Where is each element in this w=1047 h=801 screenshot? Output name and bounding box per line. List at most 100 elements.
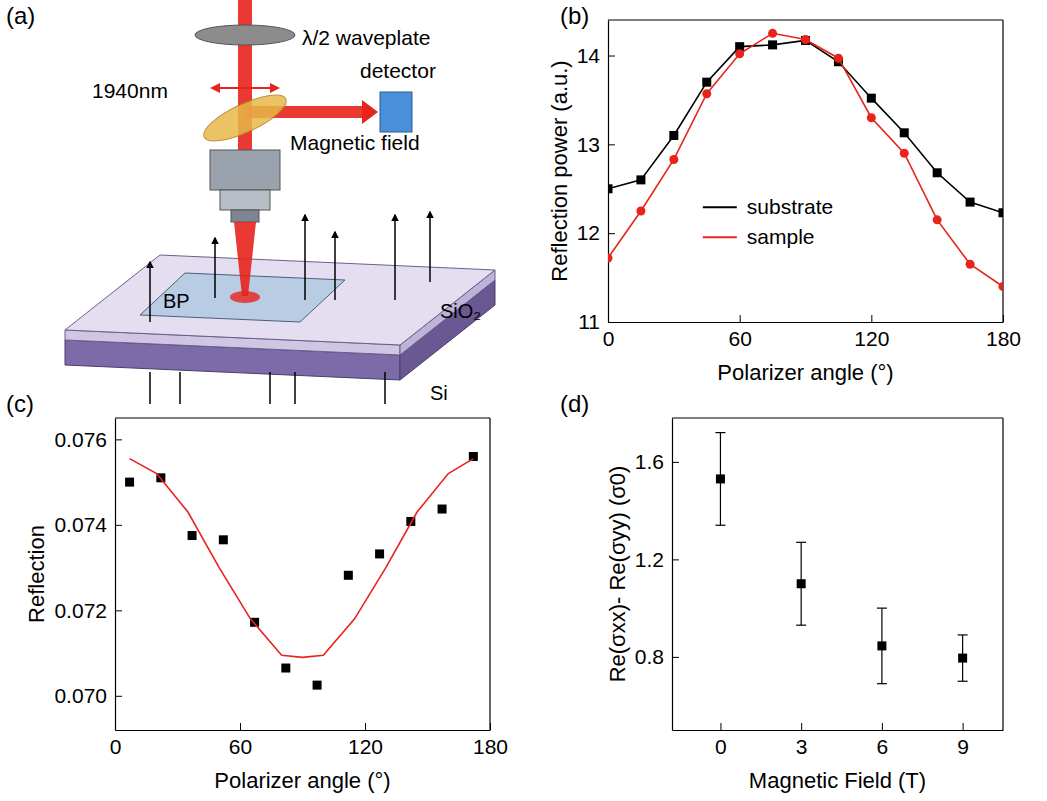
- error-bar: [958, 635, 968, 681]
- tick: 12: [577, 221, 615, 244]
- axis-line: [672, 419, 673, 731]
- tick-label: 6: [877, 735, 889, 758]
- tick-mark: [608, 56, 615, 57]
- error-bar-cap: [958, 634, 968, 635]
- tick-label: 0.070: [54, 684, 107, 707]
- data-point: [608, 254, 613, 263]
- tick-mark: [720, 723, 721, 730]
- x-axis: 0 3 6 9: [673, 723, 1004, 758]
- diagram-label: Magnetic field: [290, 131, 420, 154]
- tick-mark: [672, 462, 679, 463]
- error-bar-cap: [796, 625, 806, 626]
- tick-mark: [115, 525, 122, 526]
- tick: 0.076: [54, 428, 122, 451]
- data-point: [438, 505, 447, 514]
- data-point: [375, 549, 384, 558]
- data-point: [608, 184, 613, 193]
- reflected-beam-head: [362, 100, 378, 124]
- chart-panel: (b)06012018011121314Polarizer angle (°)R…: [547, 2, 1021, 385]
- legend-line: [703, 206, 737, 208]
- tick-label: 0.076: [54, 428, 107, 451]
- tick-mark: [871, 315, 872, 322]
- data-point: [636, 175, 645, 184]
- x-axis: 060120180: [603, 315, 1021, 350]
- data-point: [735, 49, 744, 58]
- field-arrow: [214, 238, 216, 298]
- x-axis-title: Polarizer angle (°): [214, 768, 390, 793]
- tick-mark: [490, 723, 491, 730]
- objective-body: [210, 150, 280, 190]
- series-line: [608, 40, 1003, 212]
- tick-label: 120: [854, 327, 889, 350]
- error-bar-cap: [877, 683, 887, 684]
- y-axis: 0.81.21.6: [635, 419, 679, 731]
- field-arrow: [304, 215, 306, 300]
- y-axis-title: Reflection power (a.u.): [547, 60, 572, 281]
- x-axis-title: Magnetic Field (T): [749, 768, 926, 793]
- axis-line: [116, 730, 491, 731]
- panel-label: (c): [6, 390, 34, 417]
- tick-mark: [608, 233, 615, 234]
- tick: 3: [796, 723, 808, 758]
- setup-diagram: λ/2 waveplate1940nmdetectorMagnetic fiel…: [65, 0, 495, 404]
- tick-label: 180: [986, 327, 1021, 350]
- diagram-label: SiO₂: [440, 300, 481, 322]
- field-line: [179, 372, 181, 404]
- tick: 9: [957, 723, 969, 758]
- diagram-label: Si: [430, 382, 448, 404]
- data-point: [999, 282, 1004, 291]
- data-point: [219, 535, 228, 544]
- field-arrow: [429, 212, 431, 282]
- panel-label: (d): [560, 390, 589, 417]
- frame: [608, 19, 1003, 20]
- frame: [1002, 20, 1003, 322]
- chart-panel: (c)0601201800.0700.0720.0740.076Polarize…: [6, 390, 508, 793]
- detector-box: [380, 92, 412, 132]
- panel-label: (a): [6, 2, 35, 29]
- data-point: [966, 260, 975, 269]
- series-line: [130, 459, 474, 658]
- tick: 0.070: [54, 684, 122, 707]
- tick-label: 11: [578, 310, 600, 333]
- tick-mark: [740, 315, 741, 322]
- data-point: [125, 478, 134, 487]
- data-point: [958, 654, 967, 663]
- beam-splitter: [198, 86, 291, 149]
- tick-label: 14: [577, 44, 601, 67]
- tick: 6: [877, 723, 889, 758]
- data-point: [867, 113, 876, 122]
- axis-line: [115, 419, 116, 731]
- tick-label: 9: [957, 735, 969, 758]
- data-point: [900, 149, 909, 158]
- focused-beam: [234, 222, 256, 296]
- frame: [1002, 418, 1003, 730]
- tick-label: 0: [603, 327, 615, 350]
- data-point: [702, 89, 711, 98]
- tick-label: 180: [473, 735, 508, 758]
- tick-label: 12: [577, 221, 600, 244]
- series-line: [608, 33, 1003, 286]
- data-point: [801, 35, 810, 44]
- legend-entry: substrate: [703, 195, 833, 218]
- tick-label: 0.074: [54, 513, 107, 536]
- axis-line: [673, 730, 1004, 731]
- tick-label: 0.072: [54, 599, 107, 622]
- tick-label: 0: [110, 735, 122, 758]
- data-point: [877, 641, 886, 650]
- tick-label: 120: [348, 735, 383, 758]
- tick: 0: [715, 723, 727, 758]
- data-point: [900, 128, 909, 137]
- laser-spot: [230, 291, 260, 303]
- data-point: [636, 206, 645, 215]
- tick-label: 3: [796, 735, 808, 758]
- legend-label: sample: [747, 225, 815, 248]
- field-arrow: [334, 232, 336, 300]
- tick: 120: [854, 315, 889, 350]
- tick-mark: [672, 559, 679, 560]
- diagram-label: BP: [163, 290, 190, 312]
- tick: 180: [473, 723, 508, 758]
- field-arrow: [149, 262, 151, 322]
- error-bar: [796, 542, 806, 625]
- y-axis: 0.070 0.072 0.074 0.076: [54, 419, 122, 731]
- field-line: [149, 372, 151, 404]
